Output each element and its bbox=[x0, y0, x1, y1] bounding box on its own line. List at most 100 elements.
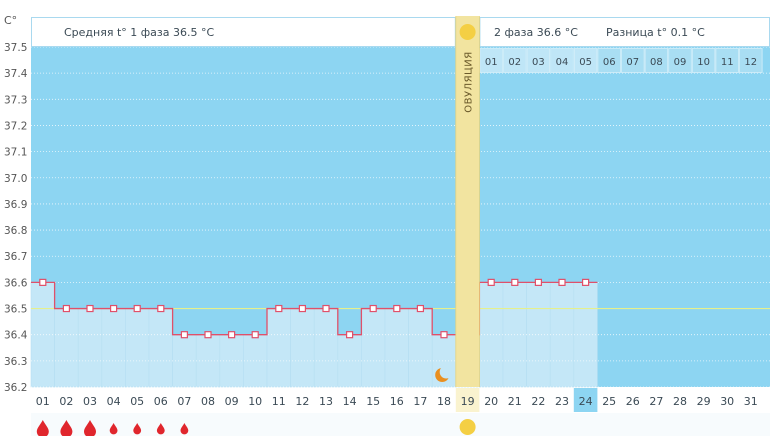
x-tick-label: 11 bbox=[272, 395, 286, 408]
temperature-point[interactable] bbox=[322, 304, 330, 313]
x-tick-label: 12 bbox=[295, 395, 309, 408]
phase2-day-label: 01 bbox=[485, 57, 498, 68]
menstruation-drop-icon bbox=[60, 420, 73, 436]
temperature-point[interactable] bbox=[204, 331, 212, 339]
phase1-average-label: Средняя t° 1 фаза 36.5 °C bbox=[64, 26, 214, 39]
y-tick-label: 37.1 bbox=[4, 147, 27, 159]
temperature-bar bbox=[361, 308, 386, 388]
phase2-day-label: 09 bbox=[674, 57, 687, 68]
temperature-point[interactable] bbox=[62, 304, 71, 313]
temperature-point[interactable] bbox=[581, 278, 590, 286]
x-tick-label: 27 bbox=[649, 395, 663, 408]
temperature-bar bbox=[54, 308, 79, 388]
temperature-bar bbox=[77, 308, 103, 388]
phase2-day-label: 07 bbox=[626, 57, 639, 68]
x-tick-label: 10 bbox=[248, 395, 262, 408]
temperature-bar bbox=[408, 308, 433, 388]
x-tick-label: 08 bbox=[201, 395, 215, 408]
y-tick-label: 36.9 bbox=[4, 199, 27, 211]
temperature-point[interactable] bbox=[39, 278, 47, 286]
temperature-bar bbox=[125, 308, 150, 388]
temperature-point[interactable] bbox=[511, 278, 519, 286]
phase1-header-box bbox=[31, 17, 456, 47]
ovulation-sun-bottom-icon bbox=[459, 419, 476, 435]
phase2-average-label: 2 фаза 36.6 °C bbox=[494, 26, 578, 39]
temperature-point[interactable] bbox=[109, 304, 118, 313]
phase2-day-label: 03 bbox=[532, 57, 545, 68]
y-tick-label: 36.5 bbox=[4, 304, 27, 316]
temperature-point[interactable] bbox=[369, 304, 377, 313]
phase2-day-cell bbox=[644, 48, 669, 73]
x-tick-label: 31 bbox=[744, 395, 758, 408]
phase2-day-cell bbox=[550, 48, 574, 73]
y-axis-unit: C° bbox=[4, 14, 17, 27]
y-tick-label: 37.2 bbox=[4, 120, 27, 132]
x-tick-label: 16 bbox=[390, 395, 404, 408]
menstruation-drop-icon bbox=[133, 423, 142, 435]
phase2-day-cell bbox=[715, 48, 739, 73]
bottom-markers-layer bbox=[31, 413, 770, 436]
ovulation-sun-icon bbox=[459, 24, 476, 40]
phase2-day-label: 05 bbox=[579, 57, 592, 68]
x-tick-label: 05 bbox=[130, 395, 144, 408]
phase2-day-cell bbox=[597, 48, 621, 73]
x-tick-label: 29 bbox=[697, 395, 711, 408]
temperature-point[interactable] bbox=[487, 278, 495, 286]
phase2-day-label: 12 bbox=[744, 57, 757, 68]
temperature-bar bbox=[148, 308, 173, 388]
x-tick-label: 17 bbox=[413, 395, 427, 408]
x-tick-label: 20 bbox=[484, 395, 498, 408]
ovulation-layer: ОВУЛЯЦИЯ bbox=[455, 16, 480, 387]
temperature-point[interactable] bbox=[86, 304, 94, 313]
temperature-point[interactable] bbox=[298, 304, 306, 313]
moon-icon-cutout bbox=[439, 365, 453, 379]
temperature-point[interactable] bbox=[393, 304, 401, 313]
axes-layer: C° 36.2 36.3 36.4 36.5 36.6 36.7 36.8 36.9 37.0 3… bbox=[4, 14, 758, 412]
ovulation-day-highlight bbox=[455, 388, 480, 412]
x-tick-label: 02 bbox=[59, 395, 73, 408]
phase2-day-label: 04 bbox=[556, 57, 569, 68]
temperature-point[interactable] bbox=[558, 278, 566, 286]
temperature-point[interactable] bbox=[275, 304, 283, 313]
temperature-bar bbox=[290, 308, 315, 388]
x-tick-label: 30 bbox=[720, 395, 734, 408]
menstruation-drop-icon bbox=[84, 420, 96, 436]
phase2-day-label: 06 bbox=[603, 57, 616, 68]
x-tick-label: 03 bbox=[83, 395, 97, 408]
temperature-point[interactable] bbox=[180, 331, 188, 339]
temperature-point[interactable] bbox=[346, 331, 354, 339]
temperature-point[interactable] bbox=[133, 304, 141, 313]
y-tick-label: 36.7 bbox=[4, 251, 27, 263]
bottom-strip bbox=[31, 413, 770, 436]
phase2-day-label: 11 bbox=[721, 57, 734, 68]
phase2-day-cell bbox=[479, 48, 503, 73]
temperature-point[interactable] bbox=[251, 331, 259, 339]
temperature-bar bbox=[101, 308, 126, 388]
x-tick-label: 06 bbox=[154, 395, 168, 408]
temperature-point[interactable] bbox=[440, 331, 448, 339]
x-tick-label: 21 bbox=[508, 395, 522, 408]
temperature-bar bbox=[243, 334, 268, 388]
x-tick-label: 14 bbox=[343, 395, 357, 408]
temperature-point[interactable] bbox=[534, 278, 543, 286]
y-tick-label: 36.6 bbox=[4, 277, 28, 289]
phase2-day-label: 10 bbox=[697, 57, 710, 68]
x-tick-label: 23 bbox=[555, 395, 569, 408]
x-tick-label: 25 bbox=[602, 395, 616, 408]
temperature-point[interactable] bbox=[416, 304, 424, 313]
menstruation-drop-icon bbox=[180, 423, 189, 435]
y-tick-label: 36.8 bbox=[4, 225, 27, 237]
x-tick-label: 04 bbox=[107, 395, 121, 408]
y-tick-label: 36.4 bbox=[4, 330, 28, 342]
temperature-point[interactable] bbox=[157, 304, 165, 313]
phase2-day-cell bbox=[621, 48, 645, 73]
temperature-point[interactable] bbox=[228, 331, 236, 339]
x-tick-label: 18 bbox=[437, 395, 451, 408]
phase2-day-cell bbox=[503, 48, 527, 73]
phase2-day-label: 02 bbox=[508, 57, 521, 68]
current-day-highlight bbox=[573, 388, 598, 412]
x-tick-label: 01 bbox=[36, 395, 50, 408]
temperature-bar bbox=[384, 308, 409, 388]
phase2-day-cell bbox=[691, 48, 716, 73]
